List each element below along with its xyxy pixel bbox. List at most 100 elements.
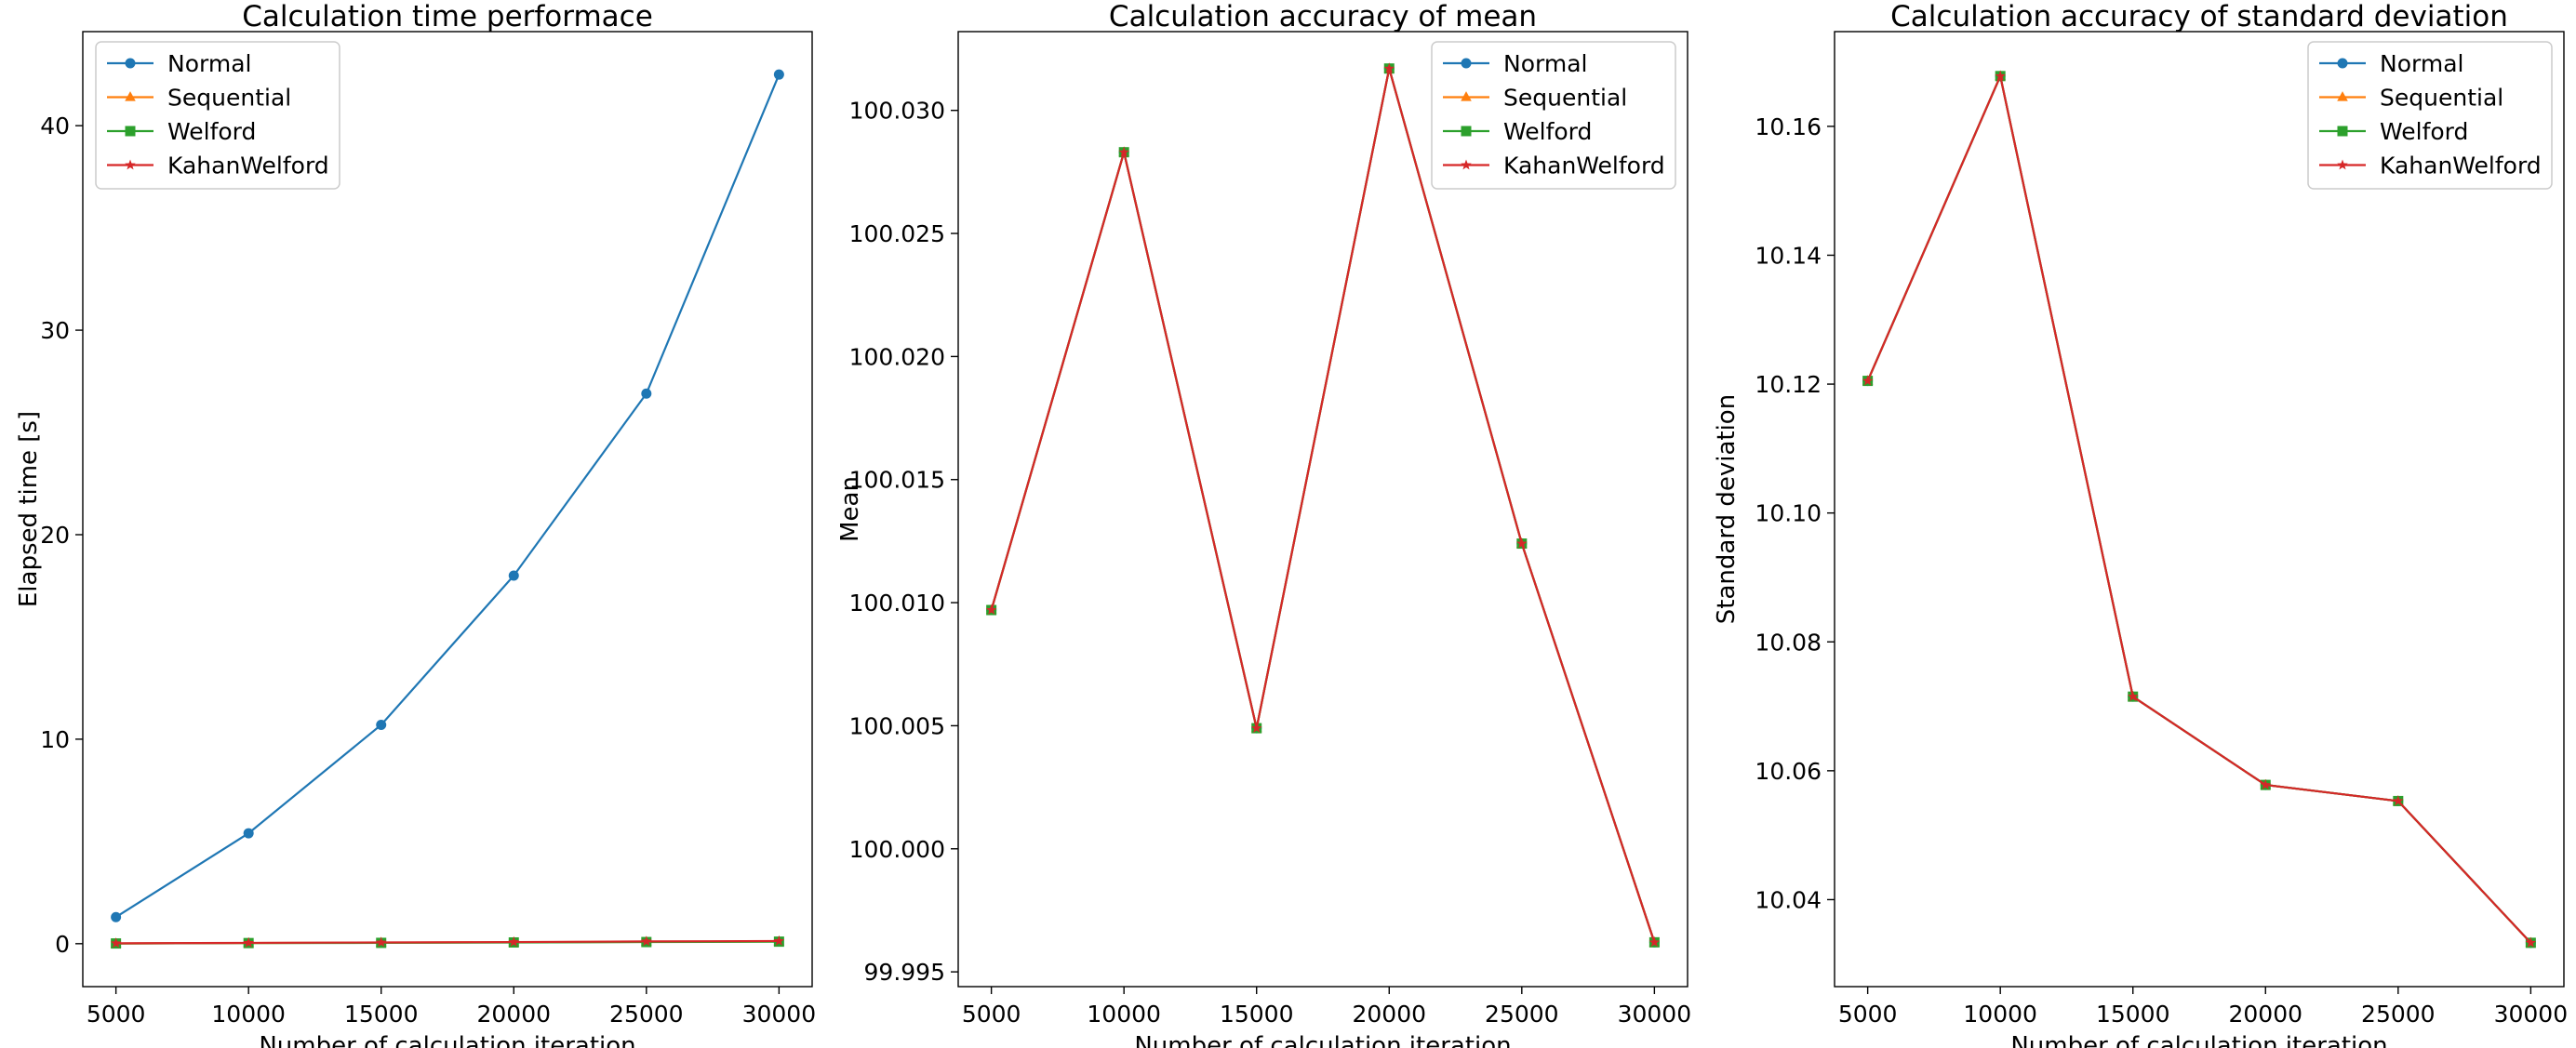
chart-title: Calculation accuracy of standard deviati…	[1890, 0, 2508, 33]
y-tick-label: 20	[40, 522, 70, 549]
legend: Normal Sequential Welford KahanWelford	[2307, 41, 2553, 190]
data-point	[985, 604, 997, 615]
data-point	[1995, 70, 2006, 81]
legend-label: KahanWelford	[2380, 153, 2542, 179]
data-point	[2393, 795, 2404, 806]
y-axis-label: Standard deviation	[1713, 394, 1741, 624]
data-point	[243, 828, 254, 839]
x-axis-label: Number of calculation iteration	[2010, 1032, 2387, 1048]
x-tick-label: 30000	[1618, 1001, 1692, 1028]
legend-box	[95, 41, 340, 190]
data-point	[1516, 537, 1528, 549]
x-axis-label: Number of calculation iteration	[1134, 1032, 1511, 1048]
series-kahanwelford	[1862, 70, 2537, 948]
x-axis-label: Number of calculation iteration	[259, 1032, 635, 1048]
series-line	[1866, 73, 2532, 944]
legend-entry: KahanWelford	[107, 153, 329, 179]
legend-marker	[2337, 126, 2348, 137]
x-tick-label: 25000	[609, 1001, 684, 1028]
legend: Normal Sequential Welford KahanWelford	[1431, 41, 1676, 190]
x-tick-label: 15000	[1220, 1001, 1294, 1028]
data-point	[2525, 936, 2537, 948]
legend-label: Welford	[1503, 118, 1592, 145]
series-sequential	[985, 62, 1661, 947]
data-point	[641, 388, 652, 399]
legend: Normal Sequential Welford KahanWelford	[95, 41, 340, 190]
legend-marker	[2337, 58, 2348, 69]
data-point	[375, 936, 387, 948]
legend-label: Sequential	[1503, 85, 1627, 112]
legend-label: Welford	[2380, 118, 2468, 145]
y-axis-label: Mean	[836, 476, 864, 542]
legend-marker	[2337, 159, 2348, 170]
legend-marker	[125, 126, 136, 137]
y-tick-label: 100.000	[849, 836, 945, 863]
y-tick-label: 10.10	[1755, 500, 1822, 527]
x-tick-label: 25000	[2361, 1001, 2436, 1028]
y-tick-label: 10.14	[1755, 242, 1822, 269]
legend-marker	[125, 159, 136, 170]
data-point	[1648, 936, 1661, 948]
y-tick-label: 0	[55, 931, 70, 958]
series-line	[115, 939, 780, 945]
legend-entry: Welford	[2319, 118, 2468, 145]
series-line	[990, 68, 1656, 943]
series-welford	[986, 63, 1660, 948]
legend-label: KahanWelford	[1503, 153, 1665, 179]
data-point	[773, 935, 785, 946]
x-tick-label: 15000	[344, 1001, 419, 1028]
plot-area	[1834, 31, 2565, 988]
series-normal	[986, 63, 1660, 948]
x-tick-label: 20000	[477, 1001, 552, 1028]
y-tick-label: 100.030	[849, 98, 945, 125]
x-tick-label: 30000	[2494, 1001, 2569, 1028]
y-tick-label: 10	[40, 726, 70, 753]
legend-label: Normal	[2380, 50, 2463, 77]
x-tick-label: 10000	[1963, 1001, 2037, 1028]
legend-label: Sequential	[167, 85, 291, 112]
data-point	[243, 936, 254, 948]
data-point	[508, 570, 519, 581]
plot-area	[82, 31, 813, 988]
legend-marker	[1461, 159, 1472, 170]
data-point	[111, 911, 122, 922]
y-tick-label: 100.010	[849, 590, 945, 617]
y-tick-label: 100.020	[849, 343, 945, 370]
series-normal	[111, 69, 784, 922]
y-tick-label: 40	[40, 113, 70, 139]
legend-entry: Welford	[1443, 118, 1592, 145]
series-line	[1866, 73, 2532, 944]
data-point	[2260, 779, 2272, 789]
x-tick-label: 5000	[1838, 1001, 1898, 1028]
legend-entry: KahanWelford	[2319, 153, 2542, 179]
data-point	[1250, 723, 1262, 733]
series-kahanwelford	[110, 935, 785, 949]
chart-title: Calculation time performace	[242, 0, 653, 33]
series-line	[115, 73, 781, 919]
legend-label: KahanWelford	[167, 153, 329, 179]
plot-area	[957, 31, 1688, 988]
legend-label: Welford	[167, 118, 256, 145]
legend-label: Normal	[167, 50, 251, 77]
x-tick-label: 25000	[1485, 1001, 1559, 1028]
x-tick-label: 5000	[87, 1001, 146, 1028]
legend-marker	[1461, 91, 1472, 101]
y-tick-label: 10.12	[1755, 371, 1822, 398]
series-normal	[1862, 71, 2536, 949]
legend-entry: Sequential	[2319, 85, 2503, 112]
x-tick-label: 20000	[1353, 1001, 1427, 1028]
legend-marker	[125, 58, 136, 69]
legend-entry: Normal	[2319, 50, 2463, 77]
y-tick-label: 100.005	[849, 712, 945, 739]
y-tick-label: 10.06	[1755, 758, 1822, 785]
legend-box	[1431, 41, 1676, 190]
series-line	[990, 68, 1656, 943]
legend-entry: KahanWelford	[1443, 153, 1665, 179]
data-point	[1118, 146, 1129, 157]
data-point	[2127, 691, 2139, 702]
y-tick-label: 10.16	[1755, 113, 1822, 140]
chart-panel-mean-accuracy: Calculation accuracy of mean Number of c…	[836, 0, 1691, 1048]
x-tick-label: 20000	[2229, 1001, 2303, 1028]
legend-marker	[125, 91, 136, 101]
